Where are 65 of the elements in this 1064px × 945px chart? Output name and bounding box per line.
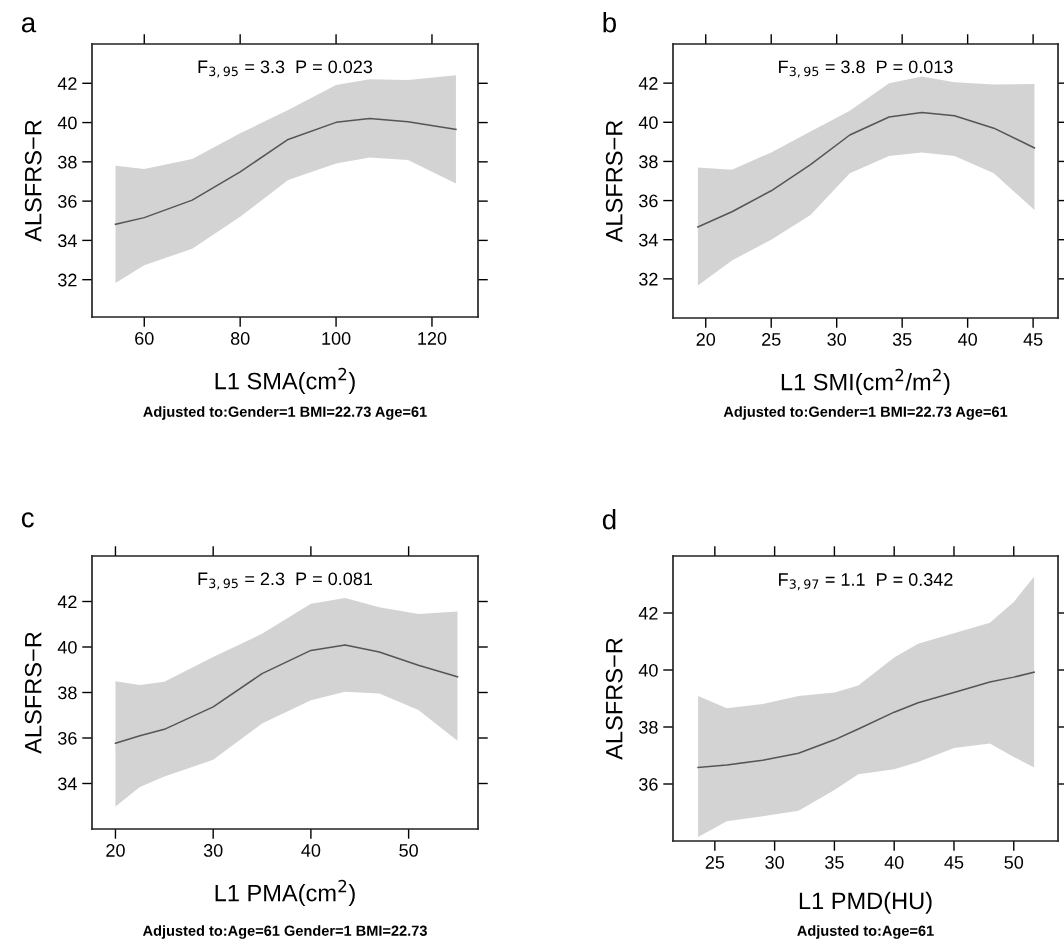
x-tick-label: 20 (696, 333, 716, 346)
y-axis-title: ALSFRS−R (24, 632, 42, 754)
x-tick-label: 120 (418, 332, 447, 345)
y-tick-label: 42 (638, 606, 658, 620)
text: Adjusted to:Gender=1 BMI=22.73 Age=61 (723, 406, 1008, 420)
y-tick-label: 36 (58, 195, 77, 208)
x-tick-label: 30 (203, 844, 223, 857)
line-series (114, 644, 459, 744)
y-tick-label: 34 (639, 233, 658, 247)
y-tick-label: 40 (57, 116, 77, 130)
annotation: F$_{3,95}$ = 3.8 P = 0.013 (779, 60, 953, 78)
annotation: F$_{3,95}$ = 3.3 P = 0.023 (198, 60, 373, 78)
y-tick-label: 36 (639, 777, 658, 791)
y-tick-label: 40 (638, 663, 658, 677)
y-tick-label: 32 (639, 272, 658, 286)
chart-title: b (603, 12, 616, 33)
y-tick-label: 38 (58, 686, 77, 700)
y-tick-label: 42 (57, 595, 77, 609)
y-tick-label: 40 (57, 640, 77, 654)
chart-title: c (21, 512, 34, 528)
line-series (697, 111, 1036, 228)
x-axis-title: L1 SMA(cm$^{2}$) (215, 367, 355, 395)
y-tick-label: 40 (638, 116, 658, 130)
x-tick-label: 30 (765, 856, 784, 869)
y-tick-label: 38 (639, 720, 658, 734)
y-tick-label: 34 (58, 777, 77, 791)
y-tick-label: 38 (58, 155, 77, 169)
x-tick-label: 40 (884, 856, 904, 869)
annotation: F$_{3,95}$ = 2.3 P = 0.081 (198, 572, 372, 590)
chart-title: a (21, 17, 37, 33)
y-tick-label: 42 (57, 77, 77, 90)
x-tick-label: 20 (106, 844, 125, 857)
x-tick-label: 25 (705, 856, 725, 869)
text: Adjusted to:Age=61 (797, 925, 934, 939)
x-tick-label: 40 (958, 333, 977, 346)
x-tick-label: 35 (892, 333, 912, 346)
x-tick-label: 45 (1023, 333, 1043, 346)
x-axis-title: L1 PMD(HU) (799, 891, 932, 914)
x-axis-title: L1 PMA(cm$^{2}$) (215, 879, 355, 907)
line-series (114, 117, 457, 226)
x-tick-label: 25 (762, 333, 781, 346)
text: Adjusted to:Age=61 Gender=1 BMI=22.73 (142, 925, 427, 939)
annotation: F$_{3,97}$ = 1.1 P = 0.342 (779, 573, 953, 591)
chart-title: d (602, 509, 616, 530)
y-axis-title: ALSFRS−R (24, 120, 42, 242)
y-tick-label: 36 (639, 194, 658, 208)
x-tick-label: 35 (825, 856, 844, 869)
y-tick-label: 34 (58, 234, 77, 248)
x-tick-label: 60 (135, 332, 154, 345)
y-tick-label: 36 (58, 731, 77, 745)
x-axis-title: L1 SMI(cm$^{2}$/m$^{2}$) (781, 368, 950, 396)
y-axis-title: ALSFRS−R (605, 638, 623, 760)
y-tick-label: 38 (639, 155, 658, 169)
x-tick-label: 80 (230, 332, 250, 345)
y-axis-title: ALSFRS−R (605, 120, 623, 243)
x-tick-label: 45 (944, 856, 964, 869)
line-series (697, 671, 1035, 769)
x-tick-label: 50 (399, 844, 418, 857)
text: Adjusted to:Gender=1 BMI=22.73 Age=61 (143, 406, 427, 420)
x-tick-label: 50 (1004, 856, 1024, 869)
x-tick-label: 30 (827, 333, 847, 346)
x-tick-label: 100 (322, 332, 351, 345)
y-tick-label: 32 (58, 273, 77, 287)
x-tick-label: 40 (301, 844, 321, 857)
y-tick-label: 42 (638, 77, 658, 90)
